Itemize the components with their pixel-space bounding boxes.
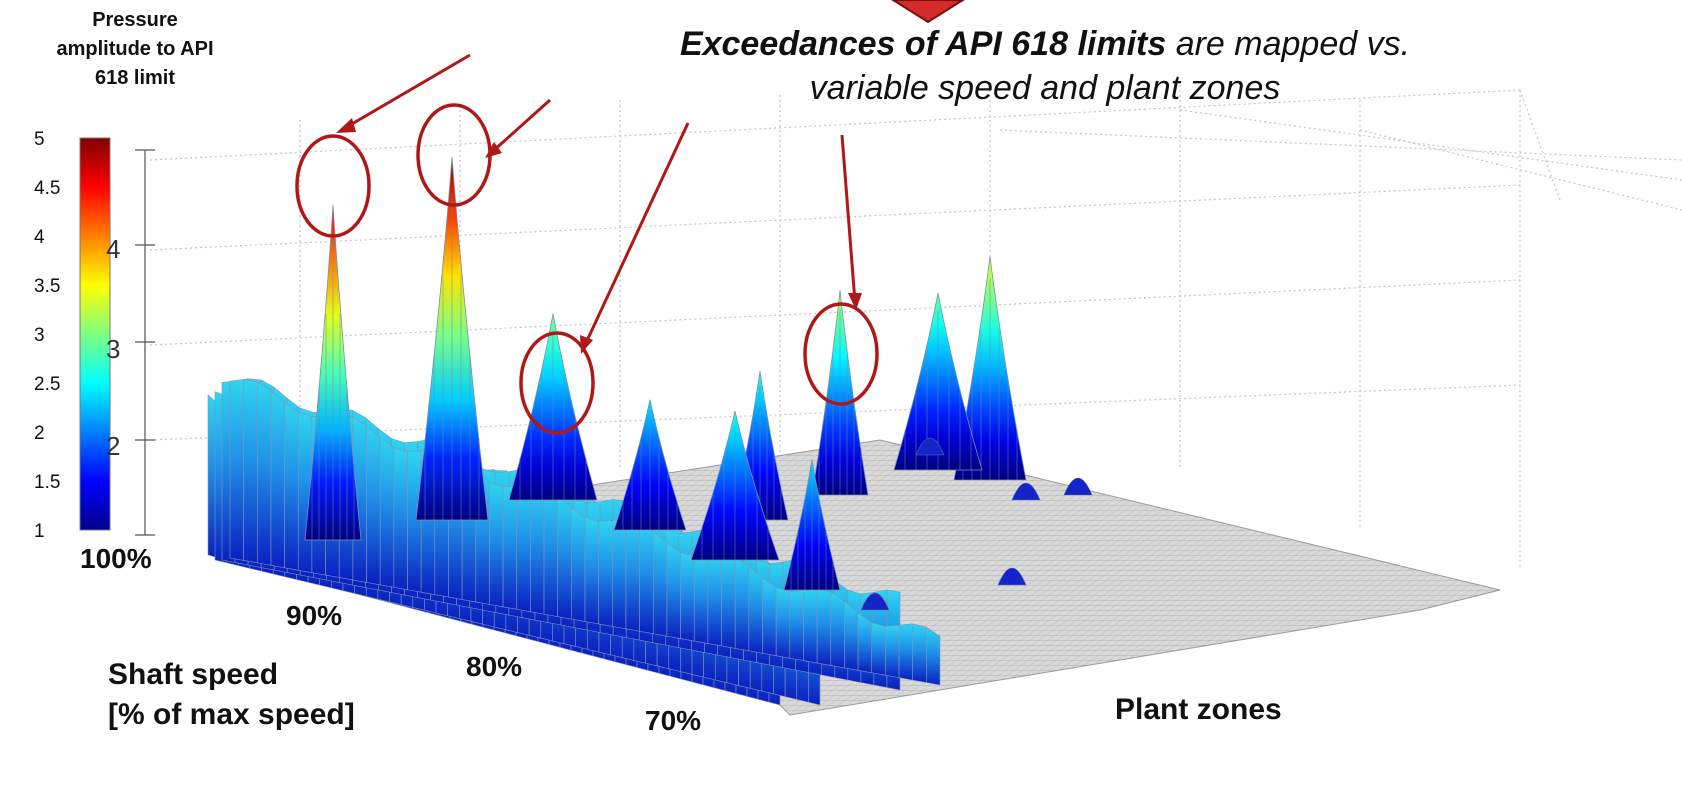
peak-8 bbox=[613, 399, 687, 531]
z-axis-line bbox=[135, 149, 155, 536]
exceedance-circle-1 bbox=[295, 134, 371, 238]
wall-strip bbox=[366, 425, 381, 586]
wall-strip bbox=[721, 553, 736, 649]
wall-strip bbox=[680, 552, 695, 642]
wall-strip bbox=[857, 612, 873, 674]
wall-strip bbox=[516, 483, 531, 613]
wall-strip bbox=[707, 553, 722, 647]
floor-bump bbox=[915, 437, 945, 456]
exceedance-circles bbox=[295, 103, 879, 435]
colorbar-tick-2: 2 bbox=[34, 423, 45, 444]
surface-peaks bbox=[304, 156, 1093, 611]
wall-strip bbox=[584, 517, 599, 625]
z-axis-tick-4: 4 bbox=[106, 234, 120, 264]
colorbar-ticks: 5 4.5 4 3.5 3 2.5 2 1.5 1 bbox=[34, 129, 60, 542]
wall-strip bbox=[898, 623, 913, 681]
wall-strip bbox=[598, 520, 613, 627]
wall-strip bbox=[407, 450, 422, 593]
wall-strip bbox=[243, 379, 258, 564]
colorbar-title-line-3: 618 limit bbox=[94, 67, 176, 89]
headline-italic-1: are mapped vs. bbox=[1166, 25, 1411, 63]
wall-strip bbox=[789, 589, 804, 661]
floor-bump bbox=[860, 592, 890, 611]
headline-bold: Exceedances of API 618 limits bbox=[679, 25, 1167, 63]
wall-strip bbox=[844, 600, 859, 671]
speed-tick-100: 100% bbox=[80, 543, 152, 574]
pointer-marker bbox=[891, 0, 965, 24]
wall-strip bbox=[775, 587, 791, 659]
headline-line-2: variable speed and plant zones bbox=[809, 69, 1281, 107]
y-axis-title-line-2: [% of max speed] bbox=[108, 698, 355, 731]
wall-strip bbox=[816, 588, 832, 666]
y-axis-title-line-1: Shaft speed bbox=[108, 658, 279, 691]
arrowheads bbox=[336, 118, 862, 354]
exceedance-circle-4 bbox=[803, 302, 879, 406]
wall-strip bbox=[393, 447, 408, 591]
z-axis-ticks: 4 3 2 bbox=[106, 234, 120, 461]
wall-strip bbox=[571, 507, 586, 622]
wall-strip bbox=[502, 485, 518, 610]
colorbar-tick-1.5: 1.5 bbox=[34, 472, 60, 493]
floor-bump bbox=[997, 567, 1027, 586]
wall-strip bbox=[270, 389, 285, 569]
wall-strip bbox=[885, 624, 900, 679]
peak-9 bbox=[690, 410, 780, 561]
colorbar-tick-5: 5 bbox=[34, 129, 45, 150]
wall-strip bbox=[530, 483, 545, 615]
peak-6 bbox=[893, 293, 983, 471]
wall-strip bbox=[543, 486, 558, 617]
z-axis-tick-2: 2 bbox=[106, 431, 120, 461]
wall-strip bbox=[229, 379, 244, 561]
wall-strip bbox=[284, 401, 299, 571]
headline: Exceedances of API 618 limits are mapped… bbox=[520, 22, 1570, 110]
speed-tick-80: 80% bbox=[466, 651, 523, 682]
exceedance-circle-2 bbox=[416, 103, 492, 207]
annotation-arrows bbox=[344, 53, 857, 346]
x-axis-title: Plant zones bbox=[1115, 693, 1282, 726]
wall-strip bbox=[612, 518, 627, 630]
peak-3 bbox=[508, 313, 598, 501]
colorbar-tick-3: 3 bbox=[34, 325, 45, 346]
wall-strip bbox=[666, 542, 681, 639]
peak-10 bbox=[783, 459, 841, 591]
wall-strip bbox=[912, 623, 927, 683]
surface-wall bbox=[207, 378, 941, 706]
colorbar-tick-4.5: 4.5 bbox=[34, 178, 60, 199]
wall-strip bbox=[557, 495, 572, 620]
colorbar-tick-4: 4 bbox=[34, 227, 45, 248]
floor-bump bbox=[1063, 477, 1093, 496]
wall-strip bbox=[489, 482, 504, 608]
wall-strip bbox=[257, 381, 272, 566]
colorbar-title-line-1: Pressure bbox=[92, 9, 178, 31]
wall-strip bbox=[830, 591, 845, 669]
wall-strip bbox=[762, 577, 777, 657]
exceedance-circle-3 bbox=[519, 331, 595, 435]
colorbar-tick-1: 1 bbox=[34, 521, 45, 542]
wall-strip bbox=[639, 521, 654, 635]
wall-strip bbox=[379, 437, 395, 588]
floor-bump bbox=[1011, 482, 1041, 501]
colorbar-tick-2.5: 2.5 bbox=[34, 374, 60, 395]
wall-strip bbox=[748, 565, 763, 654]
wall-strip bbox=[734, 556, 750, 652]
colorbar-title-line-2: amplitude to API bbox=[56, 38, 214, 60]
wall-strip bbox=[693, 555, 709, 644]
speed-tick-90: 90% bbox=[286, 600, 343, 631]
wall-strip bbox=[652, 530, 668, 637]
z-axis-tick-3: 3 bbox=[106, 334, 120, 364]
peak-1 bbox=[304, 204, 362, 541]
wall-strip bbox=[871, 622, 886, 676]
colorbar bbox=[79, 137, 111, 531]
peak-2 bbox=[415, 156, 489, 521]
wall-strip bbox=[625, 518, 640, 632]
colorbar-tick-3.5: 3.5 bbox=[34, 276, 60, 297]
headline-line-1: Exceedances of API 618 limits are mapped… bbox=[520, 22, 1570, 66]
wall-strip bbox=[803, 588, 818, 664]
y-axis-title: Shaft speed [% of max speed] bbox=[108, 655, 355, 735]
colorbar-title: Pressure amplitude to API 618 limit bbox=[0, 6, 270, 93]
wall-strip bbox=[926, 626, 941, 686]
speed-tick-70: 70% bbox=[645, 705, 702, 736]
